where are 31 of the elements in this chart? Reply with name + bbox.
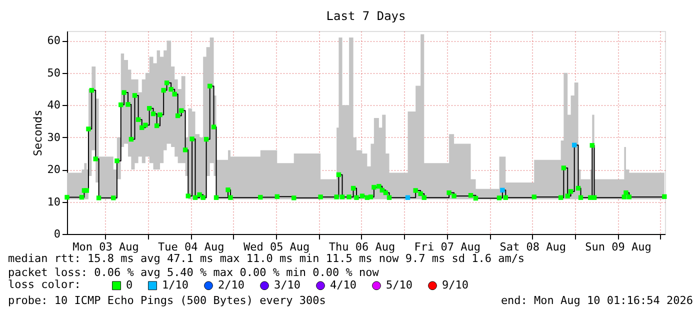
x-tick-label: Wed 05 Aug <box>243 240 310 254</box>
legend-label: 5/10 <box>386 278 412 292</box>
x-tick-label: Sun 09 Aug <box>585 240 652 254</box>
y-tick-label: 50 <box>47 66 60 80</box>
legend-label: 9/10 <box>442 278 468 292</box>
point <box>500 188 505 193</box>
text: probe: 10 ICMP Echo Pings (500 Bytes) every 300s <box>8 294 326 307</box>
x-tick-label: Thu 06 Aug <box>328 240 396 254</box>
legend-label: 2/10 <box>218 278 244 292</box>
y-tick-label: 40 <box>47 98 60 112</box>
text: packet loss: 0.06 % avg 5.40 % max 0.00 % min 0.00 % now <box>8 266 380 279</box>
x-tick-label: Fri 07 Aug <box>414 240 481 254</box>
y-tick-label: 0 <box>54 228 60 240</box>
y-tick-label: 60 <box>47 34 60 48</box>
x-tick-label: Tue 04 Aug <box>158 240 224 254</box>
legend-label: 0 <box>126 278 133 292</box>
point <box>572 142 577 148</box>
chart-title: Last 7 Days <box>326 9 406 23</box>
y-axis-title: Seconds <box>31 110 44 156</box>
legend-label: 4/10 <box>330 278 356 292</box>
y-tick-label: 10 <box>47 195 60 208</box>
point <box>405 195 410 200</box>
x-tick-label: Sat 08 Aug <box>500 240 566 254</box>
x-tick-label: Mon 03 Aug <box>72 240 139 254</box>
legend-label: 3/10 <box>274 278 300 292</box>
y-tick-label: 30 <box>47 130 60 144</box>
legend-label: 1/10 <box>162 278 188 292</box>
y-tick-label: 20 <box>47 163 60 176</box>
text: median rtt: 15.8 ms avg 47.1 ms max 11.0 ms min 11.5 ms now 9.7 ms sd 1.6 am/s <box>8 252 525 265</box>
text: end: Mon Aug 10 01:16:54 2026 <box>500 294 693 307</box>
legend-title: loss color: <box>8 278 81 291</box>
